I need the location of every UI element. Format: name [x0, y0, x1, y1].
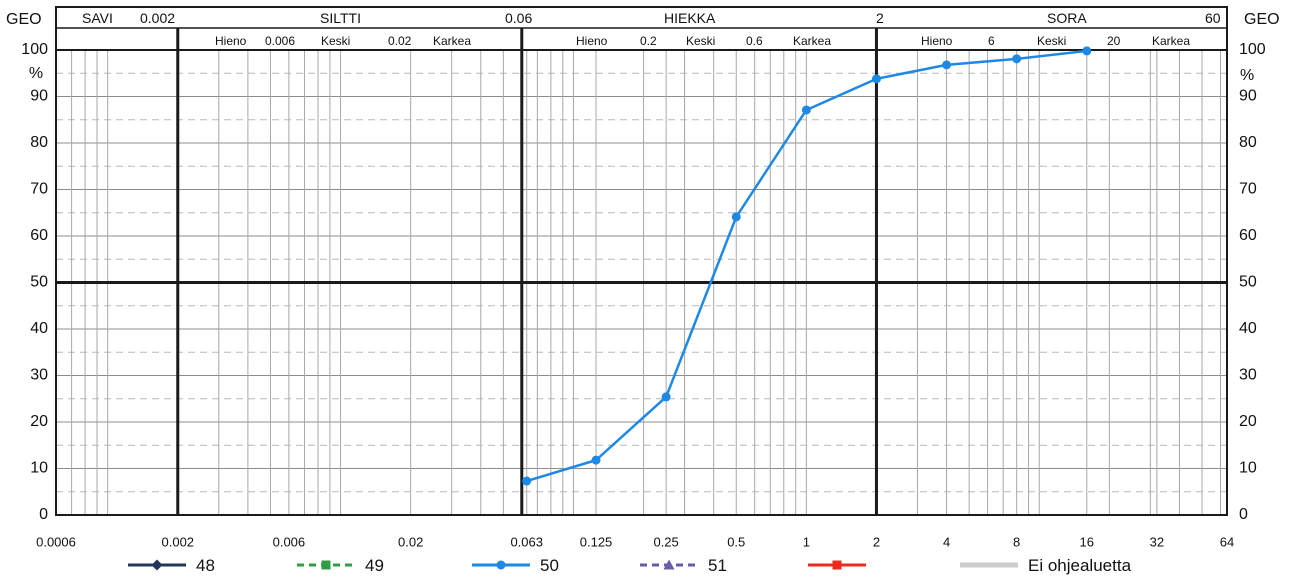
x-tick-label: 4	[943, 534, 950, 549]
y-tick-label-right: 100	[1239, 41, 1266, 58]
header-boundary-0002: 0.002	[140, 10, 175, 26]
geo-label-right: GEO	[1244, 11, 1280, 28]
header-boundary-006: 0.06	[505, 10, 532, 26]
legend-entry: 51	[640, 556, 727, 575]
y-tick-label-left: 70	[30, 181, 48, 198]
legend-label: 50	[540, 556, 559, 575]
data-point	[801, 105, 811, 115]
legend-label: Ei ohjealuetta	[1028, 556, 1132, 575]
legend: 48 49 50 51 Ei ohjealuetta	[128, 556, 1132, 575]
legend-entry: 48	[128, 556, 215, 575]
gravel-boundary-6: 6	[988, 34, 995, 48]
plot-frame	[55, 6, 1228, 516]
y-tick-label-right: 20	[1239, 413, 1257, 430]
sand-karkea: Karkea	[793, 34, 831, 48]
silt-keski: Keski	[321, 34, 350, 48]
x-tick-label: 16	[1080, 534, 1094, 549]
gravel-keski: Keski	[1037, 34, 1066, 48]
x-tick-label: 0.0006	[36, 534, 76, 549]
x-tick-label: 0.002	[162, 534, 195, 549]
data-point	[942, 60, 952, 70]
sand-boundary-02: 0.2	[640, 34, 657, 48]
data-point	[871, 74, 881, 84]
header-boundary-60: 60	[1205, 10, 1221, 26]
y-tick-label-left: 100	[21, 41, 48, 58]
x-tick-label: 0.02	[398, 534, 423, 549]
data-point	[731, 212, 741, 222]
legend-marker	[832, 560, 842, 570]
y-tick-label-left: 60	[30, 227, 48, 244]
data-point	[1012, 54, 1022, 64]
y-tick-label-right: 40	[1239, 320, 1257, 337]
data-point	[522, 476, 532, 486]
y-tick-label-left: 50	[30, 274, 48, 291]
x-tick-label: 0.25	[653, 534, 678, 549]
silt-karkea: Karkea	[433, 34, 471, 48]
y-tick-label-right: 80	[1239, 134, 1257, 151]
legend-marker	[321, 560, 331, 570]
legend-entry: 49	[297, 556, 384, 575]
y-tick-label-right: 60	[1239, 227, 1257, 244]
data-point	[591, 455, 601, 465]
x-tick-label: 0.125	[580, 534, 613, 549]
y-tick-label-left: 40	[30, 320, 48, 337]
x-tick-label: 0.006	[273, 534, 306, 549]
legend-marker	[151, 559, 163, 571]
sand-hieno: Hieno	[576, 34, 608, 48]
y-axis-unit-right: %	[1240, 67, 1254, 84]
y-tick-label-right: 10	[1239, 460, 1257, 477]
legend-marker	[663, 559, 675, 570]
data-point	[1082, 46, 1092, 56]
x-tick-label: 64	[1220, 534, 1234, 549]
legend-label: 51	[708, 556, 727, 575]
geo-label-left: GEO	[6, 11, 42, 28]
y-tick-label-left: 80	[30, 134, 48, 151]
legend-entry: Ei ohjealuetta	[960, 556, 1132, 575]
legend-label: 49	[365, 556, 384, 575]
y-tick-label-right: 0	[1239, 506, 1248, 523]
y-axis-unit-left: %	[29, 65, 43, 82]
legend-marker	[496, 560, 506, 570]
x-tick-label: 0.063	[510, 534, 543, 549]
y-tick-label-right: 90	[1239, 88, 1257, 105]
silt-boundary-0006: 0.006	[265, 34, 295, 48]
legend-label: 48	[196, 556, 215, 575]
header-savi: SAVI	[82, 10, 113, 26]
series-layer	[522, 46, 1092, 486]
axis-labels: % % 0 0 10 10 20 20 30 30 40 40 50 50 60 60 70 70 80 80 90…	[21, 41, 1266, 549]
header-hiekka: HIEKKA	[664, 10, 716, 26]
y-tick-label-left: 20	[30, 413, 48, 430]
y-tick-label-left: 30	[30, 367, 48, 384]
x-tick-label: 2	[873, 534, 880, 549]
x-tick-label: 0.5	[727, 534, 745, 549]
header-sora: SORA	[1047, 10, 1087, 26]
header-boundary-2: 2	[876, 10, 884, 26]
y-tick-label-right: 30	[1239, 367, 1257, 384]
class-boundary-lines	[56, 28, 1227, 515]
header-siltti: SILTTI	[320, 10, 361, 26]
frame	[55, 6, 1228, 516]
legend-entry	[808, 560, 866, 570]
silt-boundary-002: 0.02	[388, 34, 412, 48]
y-tick-label-left: 90	[30, 88, 48, 105]
data-point	[661, 392, 671, 402]
y-tick-label-right: 50	[1239, 274, 1257, 291]
sand-boundary-06: 0.6	[746, 34, 763, 48]
sand-keski: Keski	[686, 34, 715, 48]
x-tick-label: 32	[1150, 534, 1164, 549]
gravel-hieno: Hieno	[921, 34, 953, 48]
legend-entry: 50	[472, 556, 559, 575]
fraction-header: GEO GEO SAVI 0.002 SILTTI 0.06 HIEKKA 2 …	[6, 10, 1280, 48]
x-tick-label: 8	[1013, 534, 1020, 549]
silt-hieno: Hieno	[215, 34, 247, 48]
x-tick-label: 1	[803, 534, 810, 549]
y-tick-label-left: 10	[30, 460, 48, 477]
y-tick-label-right: 70	[1239, 181, 1257, 198]
gravel-boundary-20: 20	[1107, 34, 1121, 48]
y-tick-label-left: 0	[39, 506, 48, 523]
gravel-karkea: Karkea	[1152, 34, 1190, 48]
